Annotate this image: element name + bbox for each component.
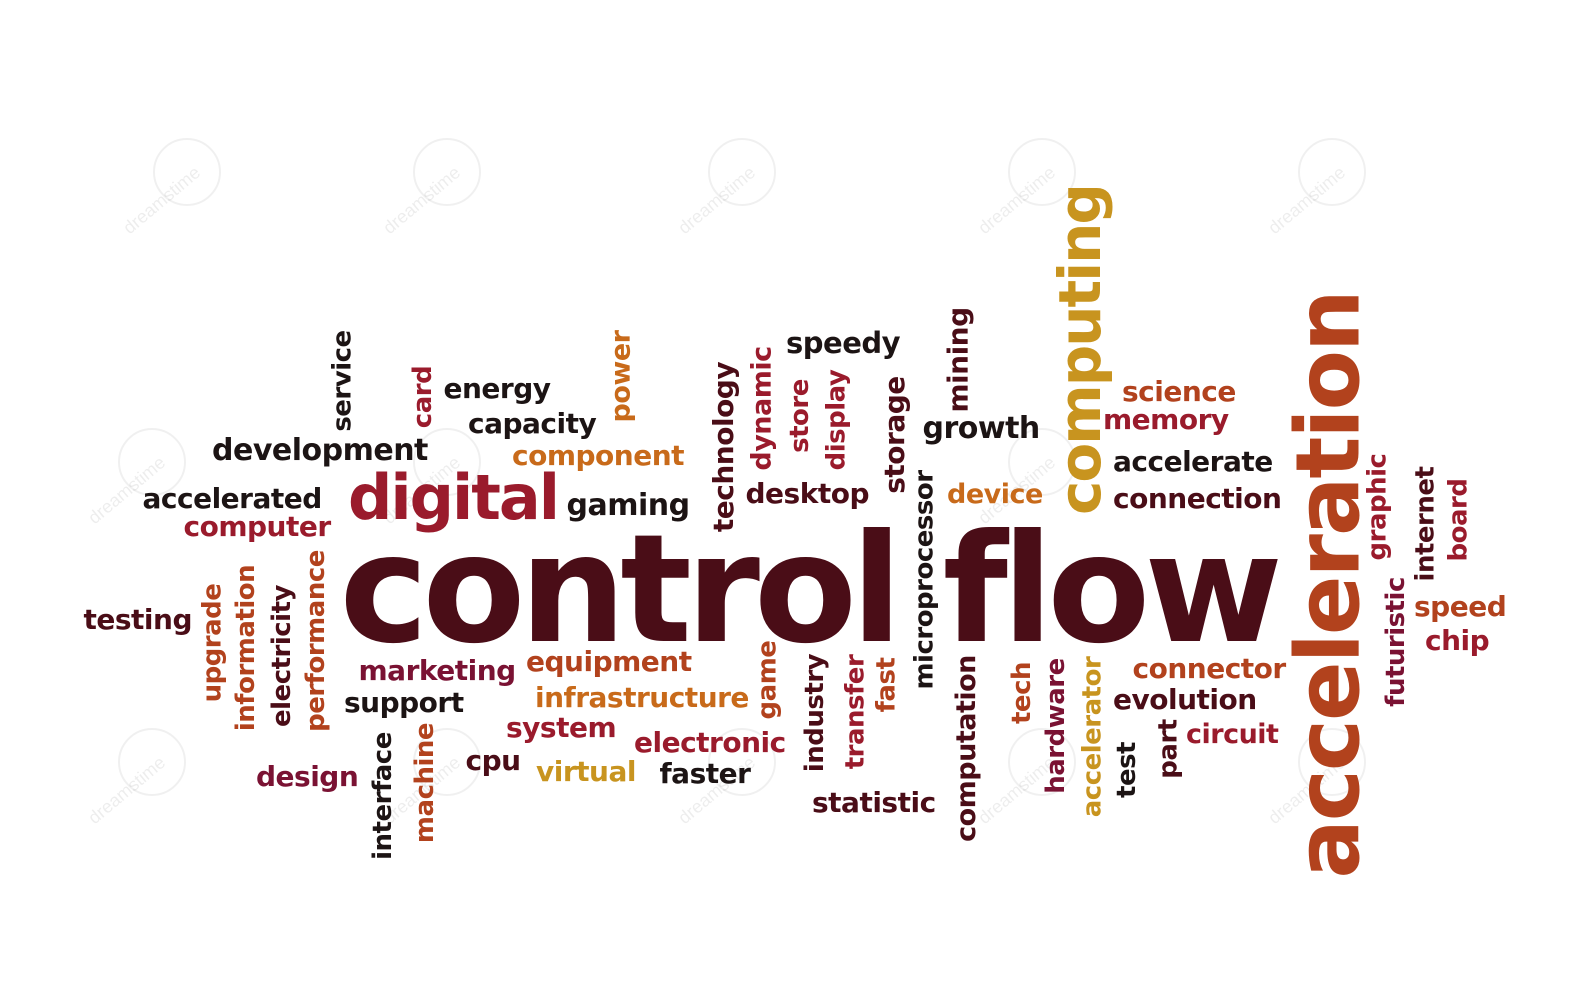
word-mining: mining bbox=[941, 307, 975, 413]
word-information: information bbox=[231, 564, 262, 732]
word-game: game bbox=[751, 640, 782, 720]
watermark-swirl-icon bbox=[1298, 138, 1366, 206]
word-internet: internet bbox=[1409, 466, 1440, 582]
word-speed: speed bbox=[1414, 590, 1507, 623]
word-testing: testing bbox=[83, 603, 193, 636]
word-control-flow: control flow bbox=[339, 503, 1283, 677]
word-part: part bbox=[1153, 719, 1184, 779]
word-upgrade: upgrade bbox=[196, 583, 227, 703]
word-support: support bbox=[344, 686, 464, 719]
watermark-text: dreamstime bbox=[1264, 162, 1350, 238]
word-desktop: desktop bbox=[745, 477, 870, 510]
word-interface: interface bbox=[367, 732, 398, 860]
word-computation: computation bbox=[950, 654, 982, 842]
word-connection: connection bbox=[1113, 482, 1282, 515]
watermark-swirl-icon bbox=[708, 138, 776, 206]
word-service: service bbox=[327, 330, 358, 432]
word-chip: chip bbox=[1425, 624, 1490, 657]
word-design: design bbox=[256, 760, 359, 793]
watermark-swirl-icon bbox=[153, 138, 221, 206]
word-statistic: statistic bbox=[812, 786, 936, 819]
word-transfer: transfer bbox=[839, 654, 870, 770]
watermark-text: dreamstime bbox=[84, 752, 170, 828]
word-storage: storage bbox=[877, 376, 911, 494]
word-device: device bbox=[947, 478, 1043, 510]
word-digital: digital bbox=[348, 461, 560, 534]
word-evolution: evolution bbox=[1113, 683, 1257, 716]
word-display: display bbox=[820, 369, 851, 471]
word-development: development bbox=[212, 433, 428, 468]
word-circuit: circuit bbox=[1186, 718, 1279, 750]
word-capacity: capacity bbox=[468, 407, 597, 440]
word-microprocessor: microprocessor bbox=[909, 470, 940, 690]
word-industry: industry bbox=[800, 653, 831, 773]
word-power: power bbox=[605, 330, 637, 422]
word-component: component bbox=[512, 439, 685, 472]
word-accelerator: accelerator bbox=[1076, 656, 1107, 818]
watermark-text: dreamstime bbox=[119, 162, 205, 238]
word-store: store bbox=[784, 379, 815, 453]
word-fast: fast bbox=[870, 657, 901, 713]
word-virtual: virtual bbox=[536, 755, 636, 788]
word-marketing: marketing bbox=[358, 654, 517, 687]
word-futuristic: futuristic bbox=[1380, 577, 1411, 707]
word-faster: faster bbox=[659, 757, 751, 790]
word-connector: connector bbox=[1132, 652, 1287, 685]
word-electronic: electronic bbox=[634, 726, 786, 759]
word-computing: computing bbox=[1045, 185, 1114, 515]
word-machine: machine bbox=[410, 722, 441, 844]
word-technology: technology bbox=[707, 361, 741, 533]
watermark-swirl-icon bbox=[413, 138, 481, 206]
watermark-text: dreamstime bbox=[379, 162, 465, 238]
word-dynamic: dynamic bbox=[746, 345, 778, 471]
watermark-text: dreamstime bbox=[674, 162, 760, 238]
word-graphic: graphic bbox=[1361, 453, 1392, 561]
word-equipment: equipment bbox=[526, 645, 692, 678]
watermark-swirl-icon bbox=[118, 728, 186, 796]
word-test: test bbox=[1111, 742, 1142, 798]
word-accelerated: accelerated bbox=[142, 482, 323, 515]
word-growth: growth bbox=[922, 411, 1041, 446]
word-cpu: cpu bbox=[465, 744, 522, 777]
word-acceleration: acceleration bbox=[1276, 291, 1380, 879]
word-electricity: electricity bbox=[266, 585, 297, 727]
word-hardware: hardware bbox=[1040, 658, 1071, 794]
word-board: board bbox=[1442, 478, 1473, 562]
word-accelerate: accelerate bbox=[1113, 445, 1273, 478]
word-science: science bbox=[1122, 375, 1236, 408]
word-speedy: speedy bbox=[786, 325, 901, 360]
word-system: system bbox=[506, 711, 617, 744]
word-energy: energy bbox=[443, 372, 552, 405]
word-infrastructure: infrastructure bbox=[535, 681, 749, 714]
word-card: card bbox=[408, 365, 439, 429]
word-memory: memory bbox=[1103, 403, 1229, 436]
word-tech: tech bbox=[1006, 662, 1037, 724]
word-performance: performance bbox=[300, 550, 331, 732]
word-gaming: gaming bbox=[566, 488, 691, 523]
word-computer: computer bbox=[183, 510, 332, 543]
